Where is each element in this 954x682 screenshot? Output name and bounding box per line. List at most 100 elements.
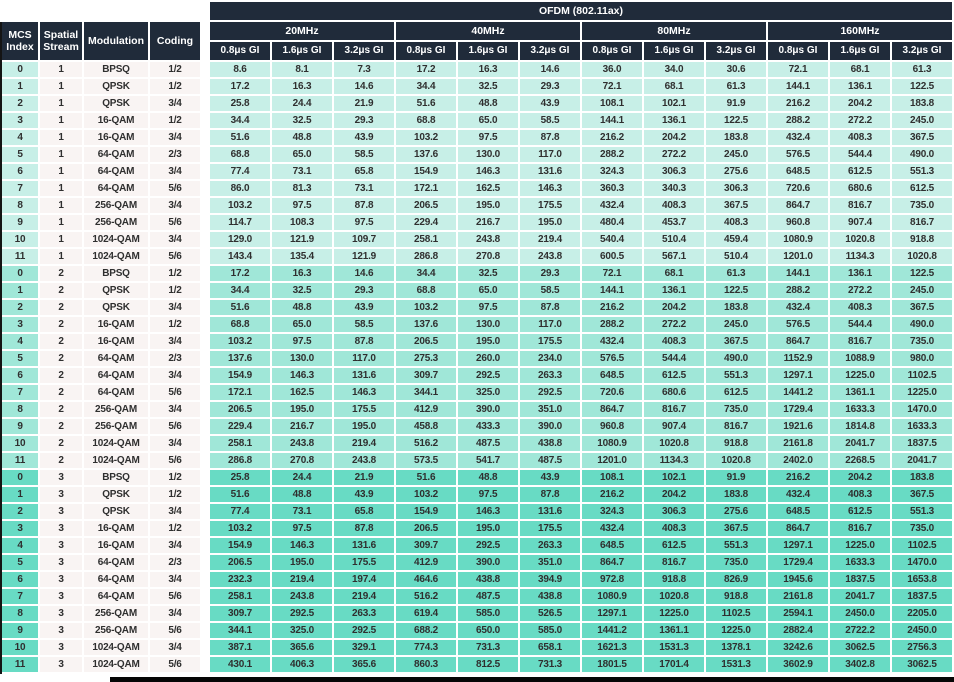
rate-cell: 309.7	[396, 368, 456, 383]
rate-cell: 1201.0	[768, 249, 828, 264]
spatial-stream-cell: 3	[40, 538, 82, 553]
mcs-index-cell: 7	[2, 385, 38, 400]
coding-cell: 1/2	[150, 266, 200, 281]
rate-cell: 270.8	[458, 249, 518, 264]
spatial-stream-cell: 1	[40, 249, 82, 264]
rate-cell: 32.5	[272, 283, 332, 298]
rate-cell: 117.0	[520, 317, 580, 332]
rate-cell: 58.5	[334, 317, 394, 332]
rate-cell: 576.5	[582, 351, 642, 366]
coding-cell: 3/4	[150, 164, 200, 179]
rate-cell: 272.2	[644, 317, 704, 332]
rate-cell: 2041.7	[892, 453, 952, 468]
spatial-stream-cell: 3	[40, 487, 82, 502]
coding-cell: 5/6	[150, 657, 200, 672]
coding-cell: 3/4	[150, 436, 200, 451]
group-header-20mhz: 20MHz	[210, 22, 394, 40]
rate-cell: 612.5	[892, 181, 952, 196]
rate-cell: 1080.9	[582, 589, 642, 604]
spatial-stream-cell: 3	[40, 589, 82, 604]
rate-cell: 1470.0	[892, 402, 952, 417]
screenshot-bottom-edge-line	[110, 677, 954, 682]
rate-cell: 48.8	[458, 96, 518, 111]
rate-cell: 103.2	[210, 521, 270, 536]
rate-cell: 68.1	[644, 79, 704, 94]
rate-cell: 576.5	[768, 147, 828, 162]
rate-cell: 195.0	[458, 198, 518, 213]
rate-cell: 97.5	[334, 215, 394, 230]
rate-cell: 1378.1	[706, 640, 766, 655]
rate-cell: 51.6	[210, 300, 270, 315]
rate-cell: 97.5	[458, 487, 518, 502]
rate-cell: 680.6	[644, 385, 704, 400]
mcs-index-cell: 4	[2, 334, 38, 349]
rate-cell: 61.3	[892, 62, 952, 77]
rate-cell: 34.4	[210, 283, 270, 298]
rate-cell: 648.5	[582, 368, 642, 383]
rate-cell: 21.9	[334, 470, 394, 485]
rate-cell: 61.3	[706, 266, 766, 281]
rate-cell: 216.2	[768, 470, 828, 485]
spatial-stream-cell: 1	[40, 79, 82, 94]
mcs-index-cell: 9	[2, 215, 38, 230]
rate-cell: 8.1	[272, 62, 332, 77]
spatial-stream-cell: 3	[40, 521, 82, 536]
rate-cell: 58.5	[334, 147, 394, 162]
rate-cell: 65.8	[334, 504, 394, 519]
rate-cell: 183.8	[892, 96, 952, 111]
coding-cell: 1/2	[150, 521, 200, 536]
rate-cell: 516.2	[396, 436, 456, 451]
rate-cell: 1102.5	[892, 538, 952, 553]
rate-cell: 102.1	[644, 470, 704, 485]
rate-cell: 32.5	[272, 113, 332, 128]
rate-cell: 2594.1	[768, 606, 828, 621]
rate-cell: 1361.1	[830, 385, 890, 400]
rate-cell: 1225.0	[830, 368, 890, 383]
rate-cell: 144.1	[768, 79, 828, 94]
gi-header-160-1.6: 1.6μs GI	[830, 42, 890, 60]
coding-cell: 5/6	[150, 453, 200, 468]
rate-cell: 21.9	[334, 96, 394, 111]
rate-cell: 2450.0	[892, 623, 952, 638]
rate-cell: 648.5	[768, 164, 828, 179]
rate-cell: 219.4	[334, 589, 394, 604]
spatial-stream-cell: 2	[40, 436, 82, 451]
rate-cell: 195.0	[334, 419, 394, 434]
rate-cell: 612.5	[644, 368, 704, 383]
rate-cell: 206.5	[396, 521, 456, 536]
rate-cell: 960.8	[768, 215, 828, 230]
rate-cell: 458.8	[396, 419, 456, 434]
rate-cell: 1441.2	[768, 385, 828, 400]
rate-cell: 121.9	[272, 232, 332, 247]
rate-cell: 408.3	[830, 487, 890, 502]
rate-cell: 438.8	[458, 572, 518, 587]
rate-cell: 216.2	[582, 130, 642, 145]
rate-cell: 32.5	[458, 79, 518, 94]
rate-cell: 121.9	[334, 249, 394, 264]
rate-cell: 1020.8	[644, 436, 704, 451]
rate-cell: 29.3	[520, 266, 580, 281]
rate-cell: 117.0	[520, 147, 580, 162]
rate-cell: 137.6	[396, 317, 456, 332]
rate-cell: 516.2	[396, 589, 456, 604]
spatial-stream-cell: 3	[40, 657, 82, 672]
rate-cell: 306.3	[706, 181, 766, 196]
rate-cell: 17.2	[210, 79, 270, 94]
rate-cell: 510.4	[706, 249, 766, 264]
rate-cell: 658.1	[520, 640, 580, 655]
spatial-stream-cell: 1	[40, 113, 82, 128]
mcs-index-cell: 3	[2, 521, 38, 536]
rate-cell: 774.3	[396, 640, 456, 655]
coding-cell: 1/2	[150, 79, 200, 94]
gi-header-160-0.8: 0.8μs GI	[768, 42, 828, 60]
mcs-index-cell: 5	[2, 351, 38, 366]
rate-cell: 960.8	[582, 419, 642, 434]
coding-cell: 5/6	[150, 623, 200, 638]
coding-cell: 5/6	[150, 249, 200, 264]
rate-cell: 490.0	[706, 351, 766, 366]
rate-cell: 14.6	[334, 79, 394, 94]
rate-cell: 612.5	[830, 504, 890, 519]
rate-cell: 136.1	[644, 113, 704, 128]
modulation-cell: 16-QAM	[84, 317, 148, 332]
rate-cell: 245.0	[892, 283, 952, 298]
